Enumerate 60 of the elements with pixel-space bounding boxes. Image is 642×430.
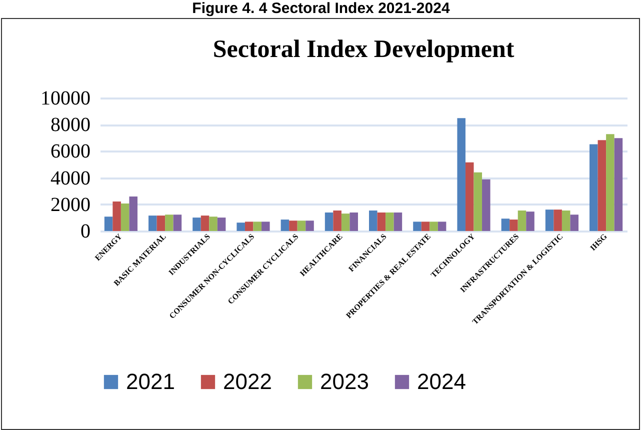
- bar: [262, 222, 270, 231]
- bar: [129, 196, 138, 231]
- bar: [421, 222, 430, 231]
- bar: [333, 210, 342, 231]
- bar: [104, 216, 113, 231]
- bar: [289, 220, 298, 231]
- bar: [112, 201, 121, 231]
- bar: [253, 222, 262, 231]
- bar: [209, 216, 218, 231]
- bar: [510, 220, 518, 231]
- bar: [474, 172, 482, 231]
- bar: [386, 212, 394, 231]
- bar: [280, 220, 290, 231]
- bar: [297, 220, 306, 231]
- y-tick-label: 2000: [50, 194, 90, 216]
- y-tick-label: 0: [80, 220, 90, 242]
- bar: [518, 210, 526, 231]
- bar: [590, 144, 598, 231]
- bar: [526, 212, 534, 231]
- bar: [614, 138, 623, 231]
- bar: [377, 212, 386, 231]
- bar: [394, 212, 402, 231]
- chart-title: Sectoral Index Development: [212, 36, 515, 63]
- bar: [570, 214, 578, 231]
- legend-label: 2024: [417, 369, 466, 394]
- bar: [562, 210, 570, 231]
- legend-label: 2022: [223, 369, 272, 394]
- bar: [200, 216, 210, 231]
- bar: [148, 216, 157, 231]
- bar: [606, 134, 614, 231]
- bar: [369, 210, 378, 231]
- caption: Figure 4. 4 Sectoral Index 2021-2024: [191, 0, 451, 17]
- y-tick-label: 4000: [50, 167, 90, 190]
- bar: [165, 214, 174, 231]
- bar: [173, 214, 182, 231]
- bar: [156, 216, 166, 231]
- bar: [350, 212, 358, 231]
- legend-label: 2023: [320, 369, 369, 394]
- bar: [244, 222, 254, 231]
- bar: [324, 212, 334, 231]
- bar: [438, 222, 446, 231]
- bar: [413, 222, 422, 231]
- legend-label: 2021: [126, 369, 175, 394]
- y-tick-label: 6000: [50, 140, 90, 163]
- bar: [554, 210, 562, 231]
- bar: [457, 118, 466, 231]
- bar: [482, 179, 490, 231]
- bar: [192, 218, 201, 231]
- bar: [217, 218, 226, 231]
- bar: [465, 162, 474, 231]
- bar: [501, 218, 510, 231]
- bar: [598, 140, 606, 231]
- bar: [545, 210, 554, 231]
- bar: [236, 222, 245, 231]
- y-tick-label: 10000: [40, 88, 90, 110]
- y-tick-label: 8000: [50, 114, 90, 136]
- bar: [120, 203, 130, 231]
- bar: [341, 214, 350, 231]
- bar: [430, 222, 438, 231]
- bar: [306, 220, 314, 231]
